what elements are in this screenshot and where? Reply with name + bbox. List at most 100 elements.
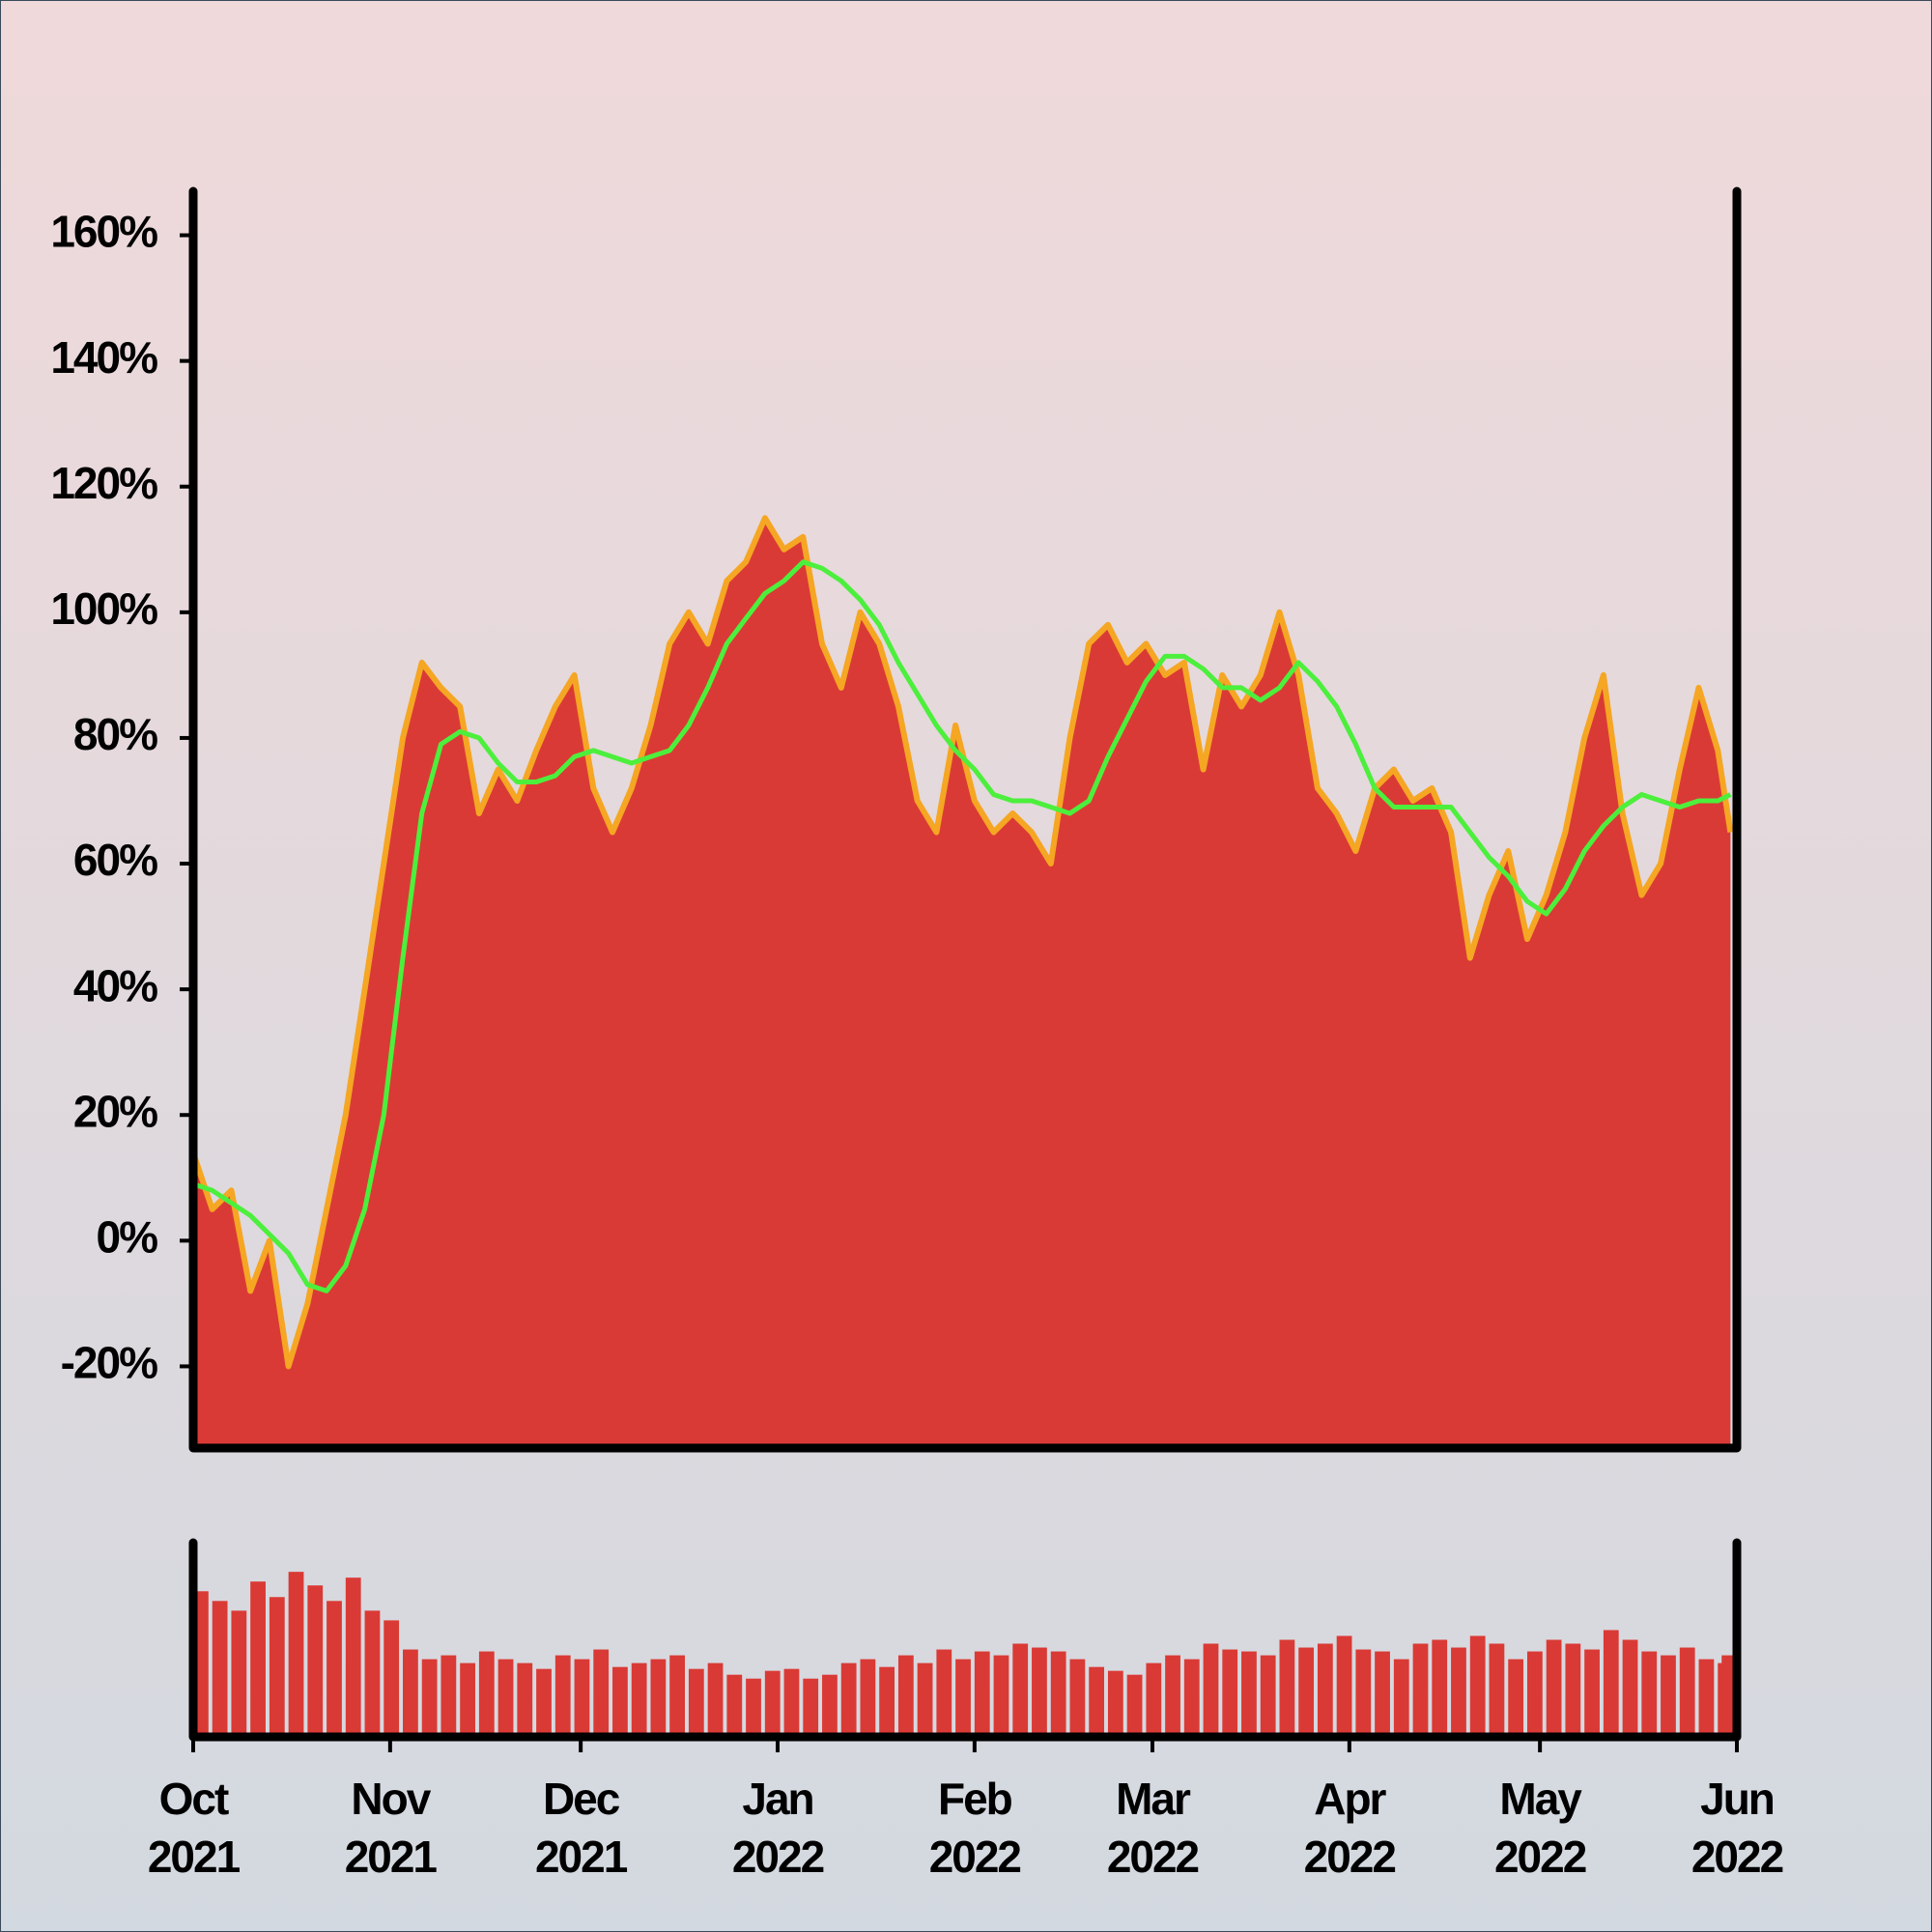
volume-bar xyxy=(1183,1659,1200,1737)
volume-bar xyxy=(955,1659,971,1737)
volume-bar xyxy=(726,1674,743,1737)
volume-bar xyxy=(288,1572,304,1737)
moving-average-line xyxy=(192,559,1732,1293)
volume-bar xyxy=(974,1651,990,1737)
volume-bar xyxy=(384,1620,400,1737)
volume-bar xyxy=(1432,1639,1448,1737)
volume-bar xyxy=(1203,1643,1219,1737)
y-tick-label: 120% xyxy=(50,458,157,508)
volume-bar xyxy=(1069,1659,1086,1737)
volume-bar xyxy=(1355,1649,1372,1737)
x-tick-label: Mar 2022 xyxy=(1107,1774,1199,1882)
volume-bar xyxy=(1146,1662,1162,1737)
volume-bar xyxy=(269,1597,285,1737)
volume-bar xyxy=(307,1585,324,1737)
volume-bar xyxy=(1641,1651,1658,1737)
x-tick-label: Apr 2022 xyxy=(1304,1774,1396,1882)
volume-bar xyxy=(1412,1643,1429,1737)
volume-bar xyxy=(1126,1674,1143,1737)
area xyxy=(193,518,1731,1448)
volume-bar xyxy=(1222,1649,1238,1737)
volume-bar xyxy=(1375,1651,1390,1737)
volume-bar xyxy=(707,1662,724,1737)
volume-bar xyxy=(327,1601,342,1737)
y-tick-label: 140% xyxy=(50,332,157,383)
y-tick-label: 100% xyxy=(50,583,157,634)
volume-bar xyxy=(250,1581,266,1737)
frame xyxy=(188,1538,1742,1742)
volume-bar xyxy=(1698,1659,1715,1737)
x-tick-label: Jan 2022 xyxy=(732,1774,824,1882)
volume-bar xyxy=(1241,1651,1257,1737)
volume-bar xyxy=(1089,1666,1105,1737)
volume-bar xyxy=(1032,1647,1047,1737)
volume-bar xyxy=(1565,1643,1581,1737)
y-tick-label: 20% xyxy=(73,1086,157,1136)
volume-bar xyxy=(403,1649,418,1737)
x-tick-label: Dec 2021 xyxy=(535,1774,628,1882)
volume-bar xyxy=(478,1651,495,1737)
volume-bar xyxy=(612,1666,628,1737)
x-tick-label: Feb 2022 xyxy=(929,1774,1021,1882)
volume-bar xyxy=(1584,1649,1600,1737)
volume-bar xyxy=(212,1601,228,1737)
volume-bar xyxy=(1526,1651,1543,1737)
volume-bar xyxy=(993,1655,1009,1737)
y-tick-label: 80% xyxy=(73,709,157,759)
volume-bar xyxy=(1546,1639,1562,1737)
volume-bar xyxy=(421,1659,438,1737)
volume-bar xyxy=(497,1659,514,1737)
volume-bar xyxy=(1336,1635,1352,1737)
y-tick-label: 160% xyxy=(50,207,157,257)
volume-bar xyxy=(1508,1659,1524,1737)
volume-bar xyxy=(1393,1659,1409,1737)
volume-bar xyxy=(669,1655,685,1737)
x-tick-label: Nov 2021 xyxy=(345,1774,438,1882)
volume-bar xyxy=(803,1678,819,1737)
y-tick-label: 0% xyxy=(97,1211,158,1262)
volume-bar xyxy=(631,1662,647,1737)
volume-bar xyxy=(1260,1655,1276,1737)
volume-bar xyxy=(1298,1647,1315,1737)
volume-bar xyxy=(783,1668,800,1737)
volume-bar xyxy=(822,1674,838,1737)
volume-bar xyxy=(1679,1647,1695,1737)
volume-bar xyxy=(1603,1630,1619,1737)
volume-bar xyxy=(536,1668,552,1737)
volume-bar xyxy=(936,1649,952,1737)
volume-bar xyxy=(517,1662,533,1737)
volume-bar xyxy=(688,1668,704,1737)
x-tick-label: Oct 2021 xyxy=(148,1774,241,1882)
volume-bar xyxy=(764,1670,781,1737)
volume-bar xyxy=(1012,1643,1029,1737)
x-tick-label: May 2022 xyxy=(1494,1774,1586,1882)
volume-bar xyxy=(1279,1639,1295,1737)
volume-bar xyxy=(1489,1643,1505,1737)
volume-bar xyxy=(746,1678,761,1737)
volume-bar xyxy=(917,1662,933,1737)
volume-bar xyxy=(1451,1647,1466,1737)
volume-bar xyxy=(1622,1639,1638,1737)
y-tick-label: -20% xyxy=(61,1338,157,1388)
volume-bar xyxy=(860,1659,876,1737)
volume-bar xyxy=(1469,1635,1486,1737)
volume-bar xyxy=(364,1610,381,1737)
volume-bar xyxy=(1107,1670,1123,1737)
volume-bar xyxy=(1165,1655,1180,1737)
x-tick-label: Jun 2022 xyxy=(1691,1774,1783,1882)
frame xyxy=(188,186,1742,1453)
volume-bar xyxy=(1050,1651,1066,1737)
volume-bar xyxy=(897,1655,914,1737)
volume-bar xyxy=(231,1610,247,1737)
volume-bar xyxy=(345,1577,361,1737)
volume-bar xyxy=(650,1659,667,1737)
volume-bar xyxy=(1317,1643,1333,1737)
volume-bar xyxy=(879,1666,895,1737)
volume-bar xyxy=(440,1655,457,1737)
volume-bar xyxy=(840,1662,857,1737)
y-tick-label: 40% xyxy=(73,960,157,1010)
y-tick-label: 60% xyxy=(73,835,157,885)
volume-bar xyxy=(1661,1655,1676,1737)
